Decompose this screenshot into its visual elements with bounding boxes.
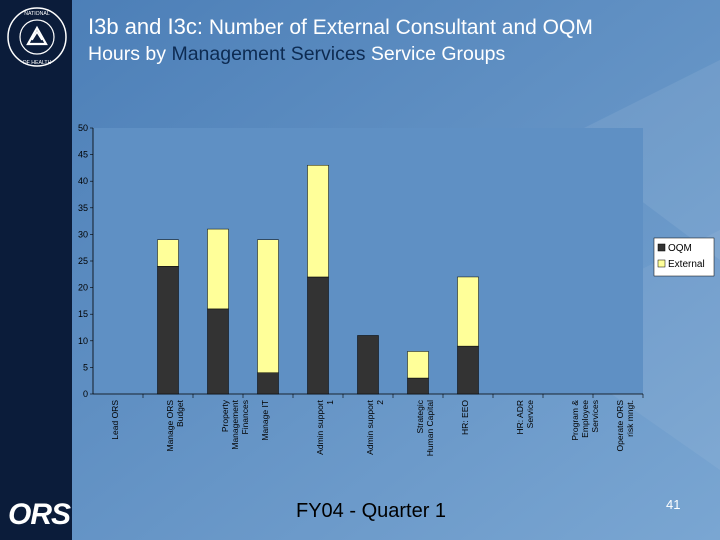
y-tick-label: 15 bbox=[78, 309, 88, 319]
x-category-label: Manage ORSBudget bbox=[165, 399, 185, 451]
bar-external bbox=[407, 351, 429, 379]
y-tick-label: 5 bbox=[83, 362, 88, 372]
page-number: 41 bbox=[666, 497, 681, 512]
legend-label: External bbox=[668, 259, 705, 270]
x-category-label: Admin support2 bbox=[365, 399, 385, 454]
title-line2-b: Service Groups bbox=[370, 43, 506, 65]
svg-text:OF HEALTH: OF HEALTH bbox=[23, 60, 52, 66]
x-category-label: Operate ORSrisk mngt. bbox=[615, 400, 635, 452]
x-category-text: Program &EmployeeServices bbox=[570, 400, 600, 441]
legend-swatch bbox=[657, 259, 666, 268]
bar-external bbox=[207, 228, 229, 310]
nih-seal-logo: NATIONAL OF HEALTH bbox=[7, 7, 67, 67]
bar-oqm bbox=[357, 335, 379, 395]
legend-label: OQM bbox=[668, 243, 692, 254]
y-tick-label: 25 bbox=[78, 256, 88, 266]
x-category-label: HR: EEO bbox=[460, 400, 470, 435]
x-category-label: HR: ADRService bbox=[515, 400, 535, 435]
bar-oqm bbox=[307, 276, 329, 395]
y-tick-label: 50 bbox=[78, 123, 88, 133]
y-tick-label: 45 bbox=[78, 150, 88, 160]
x-category-label: Admin support1 bbox=[315, 399, 335, 454]
stacked-bar-chart: 0 5 10 15 20 25 30 35 40 45 50 Lead ORS Manage ORSBu… bbox=[78, 123, 715, 456]
x-category-label: Lead ORS bbox=[110, 400, 120, 440]
bar-oqm bbox=[457, 345, 479, 395]
x-category-label: Program &EmployeeServices bbox=[570, 400, 600, 441]
y-tick-label: 35 bbox=[78, 203, 88, 213]
x-category-text: HR: EEO bbox=[460, 400, 470, 435]
bar-external bbox=[307, 164, 329, 278]
title-prefix: I3b and I3c: bbox=[88, 14, 203, 39]
title-highlight: Management Services bbox=[171, 43, 366, 65]
bar-oqm bbox=[257, 372, 279, 395]
quarter-label: FY04 - Quarter 1 bbox=[296, 500, 447, 522]
ors-logo: ORS bbox=[8, 498, 71, 531]
y-tick-label: 40 bbox=[78, 176, 88, 186]
bar-oqm bbox=[407, 377, 429, 395]
bar-oqm bbox=[207, 308, 229, 395]
x-category-text: PropertyManagementFinances bbox=[220, 399, 250, 449]
y-tick-label: 30 bbox=[78, 229, 88, 239]
title-line2-a: Hours by bbox=[88, 43, 167, 65]
x-category-text: Admin support2 bbox=[365, 399, 385, 454]
bar-external bbox=[257, 239, 279, 373]
y-tick-label: 10 bbox=[78, 336, 88, 346]
x-category-label: StrategicHuman Capital bbox=[415, 399, 435, 456]
legend-swatch bbox=[657, 243, 666, 252]
bar-oqm bbox=[157, 266, 179, 395]
svg-text:NATIONAL: NATIONAL bbox=[24, 11, 50, 17]
x-category-text: Manage IT bbox=[260, 400, 270, 441]
x-category-text: Lead ORS bbox=[110, 400, 120, 440]
x-category-label: Manage IT bbox=[260, 400, 270, 441]
x-category-text: Admin support1 bbox=[315, 399, 335, 454]
x-category-text: Manage ORSBudget bbox=[165, 399, 185, 451]
x-category-label: PropertyManagementFinances bbox=[220, 399, 250, 449]
bar-external bbox=[157, 239, 179, 267]
x-category-text: Operate ORSrisk mngt. bbox=[615, 400, 635, 452]
x-category-text: StrategicHuman Capital bbox=[415, 399, 435, 456]
title-line1: Number of External Consultant and OQM bbox=[208, 16, 593, 39]
sidebar bbox=[0, 0, 72, 540]
y-tick-label: 20 bbox=[78, 283, 88, 293]
slide-title: I3b and I3c: Number of External Consulta… bbox=[88, 13, 708, 68]
x-category-text: HR: ADRService bbox=[515, 400, 535, 435]
bar-external bbox=[457, 276, 479, 347]
y-tick-label: 0 bbox=[83, 389, 88, 399]
